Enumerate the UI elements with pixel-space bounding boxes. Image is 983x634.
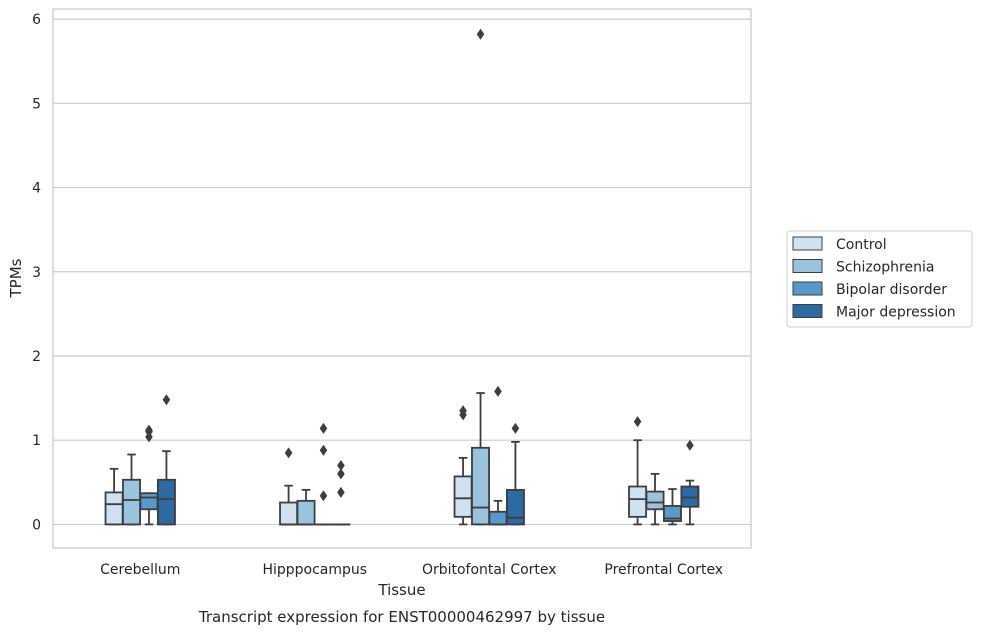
box-schizophrenia [122, 453, 141, 526]
box-schizophrenia [645, 472, 665, 526]
y-tick-label: 3 [32, 265, 41, 281]
x-tick-label: Orbitofontal Cortex [422, 562, 557, 578]
box-body [279, 501, 299, 526]
box-bipolar-disorder [663, 488, 682, 526]
box-schizophrenia [471, 28, 490, 526]
box-body [453, 475, 473, 518]
box-control [453, 405, 473, 526]
box-bipolar-disorder [314, 422, 333, 526]
box-body [122, 478, 141, 526]
legend-frame [786, 230, 973, 328]
x-axis-ticks: Cerebellum Hipppocampus Orbitofontal Corte… [100, 562, 723, 578]
box-bipolar-disorder [488, 385, 508, 526]
box-major-depression [505, 422, 525, 526]
x-tick-label: Hipppocampus [262, 562, 367, 578]
box-body [156, 478, 176, 526]
x-tick-label: Cerebellum [100, 562, 180, 578]
outlier-point [494, 385, 502, 397]
box-body [663, 504, 682, 522]
legend-entry: Major depression [836, 305, 956, 321]
box-body [471, 446, 490, 526]
box-body [505, 488, 525, 526]
box-body [645, 490, 665, 511]
box-major-depression [331, 459, 351, 526]
boxes [104, 28, 700, 526]
outlier-point [337, 468, 345, 480]
legend-entry: Control [836, 237, 887, 253]
outlier-point [511, 422, 520, 434]
box-body [104, 491, 124, 526]
legend-entry: Schizophrenia [836, 260, 934, 276]
box-body [488, 510, 508, 526]
x-tick-label: Prefrontal Cortex [604, 562, 723, 578]
box-body [139, 492, 159, 511]
y-tick-label: 5 [32, 96, 41, 112]
outlier-point [284, 447, 293, 459]
y-tick-label: 0 [32, 517, 41, 533]
box-major-depression [680, 439, 700, 526]
outlier-point [476, 28, 485, 40]
chart-caption: Transcript expression for ENST0000046299… [198, 608, 605, 626]
box-bipolar-disorder [139, 424, 159, 526]
box-body [296, 499, 316, 526]
y-axis-ticks: 0 1 2 3 4 5 6 [32, 12, 41, 533]
box-control [279, 447, 299, 526]
outlier-point [145, 424, 153, 436]
legend-swatch [792, 236, 823, 251]
outlier-point [633, 416, 642, 428]
outlier-point [319, 444, 328, 456]
y-tick-label: 1 [32, 433, 41, 449]
box-control [628, 416, 648, 526]
x-axis-label: Tissue [377, 581, 425, 599]
outlier-point [319, 422, 328, 434]
box-body [628, 485, 648, 518]
box-schizophrenia [296, 488, 316, 526]
outlier-point [337, 459, 345, 471]
legend-entry: Bipolar disorder [836, 282, 947, 298]
outlier-point [319, 490, 328, 502]
outlier-point [459, 405, 467, 417]
legend-swatch [792, 259, 823, 273]
y-tick-label: 2 [32, 349, 41, 365]
y-axis-label: TPMs [7, 258, 25, 298]
legend-swatch [792, 304, 823, 318]
y-tick-label: 4 [32, 181, 41, 197]
legend: Control Schizophrenia Bipolar disorder Majo… [786, 230, 973, 328]
outlier-point [337, 486, 345, 498]
outlier-point [162, 394, 171, 406]
plot-area [52, 8, 752, 549]
box-major-depression [156, 394, 176, 526]
y-tick-label: 6 [32, 12, 41, 28]
legend-swatch [792, 281, 823, 296]
outlier-point [686, 439, 694, 451]
